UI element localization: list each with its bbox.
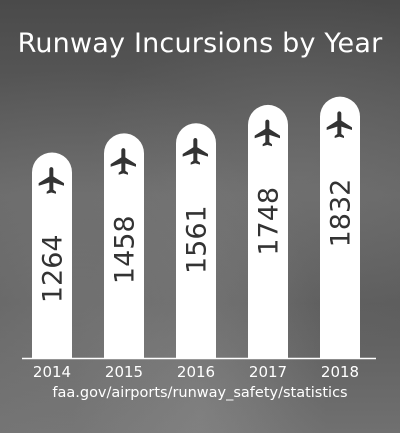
bar-2017: 1748 [248, 104, 288, 358]
data-label-2016: 1561 [182, 205, 213, 274]
tick-label-2017: 2017 [249, 363, 287, 381]
bar-shape-2014 [32, 152, 72, 358]
source-caption: faa.gov/airports/runway_safety/statistic… [52, 385, 348, 401]
chart-title: Runway Incursions by Year [17, 28, 383, 59]
bars-group: 1264 1458 1561 1748 1832 [32, 96, 360, 358]
tick-label-2018: 2018 [321, 363, 359, 381]
tick-label-2014: 2014 [33, 363, 71, 381]
bar-shape-2018 [320, 96, 360, 358]
x-tick-labels: 2014 2015 2016 2017 2018 [33, 363, 359, 381]
bar-2015: 1458 [104, 133, 144, 358]
data-label-2017: 1748 [254, 187, 285, 256]
data-label-2014: 1264 [38, 234, 69, 303]
tick-label-2016: 2016 [177, 363, 215, 381]
data-label-2018: 1832 [326, 179, 357, 248]
bar-2014: 1264 [32, 152, 72, 358]
data-label-2015: 1458 [110, 215, 141, 284]
bar-shape-2016 [176, 123, 216, 358]
bar-shape-2015 [104, 133, 144, 358]
bar-shape-2017 [248, 104, 288, 358]
bar-2018: 1832 [320, 96, 360, 358]
bar-2016: 1561 [176, 123, 216, 358]
tick-label-2015: 2015 [105, 363, 143, 381]
